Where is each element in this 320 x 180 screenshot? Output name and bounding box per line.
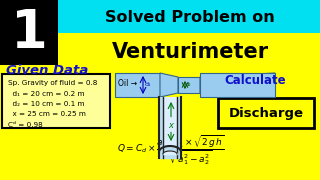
Bar <box>0 0 320 65</box>
Text: $Q = C_d \times \dfrac{a_2 \cdot a_1 \times \sqrt{2\,g\,h}}{\sqrt{a_1^2 - a_2^2}: $Q = C_d \times \dfrac{a_2 \cdot a_1 \ti… <box>117 133 225 167</box>
Text: x = 25 cm = 0.25 m: x = 25 cm = 0.25 m <box>8 111 86 118</box>
Text: Solved Problem on: Solved Problem on <box>105 10 275 26</box>
Bar <box>115 73 160 97</box>
Text: Calculate: Calculate <box>224 73 286 87</box>
Text: d₂ = 10 cm = 0.1 m: d₂ = 10 cm = 0.1 m <box>8 101 84 107</box>
Text: 1: 1 <box>11 7 47 59</box>
Text: Given Data: Given Data <box>6 64 88 78</box>
Text: Oil →: Oil → <box>118 80 137 89</box>
Text: x: x <box>169 121 173 130</box>
Text: d₁: d₁ <box>145 82 151 87</box>
Text: Sp. Gravity of fluid = 0.8: Sp. Gravity of fluid = 0.8 <box>8 80 97 86</box>
Bar <box>178 77 200 93</box>
FancyBboxPatch shape <box>2 74 110 128</box>
Polygon shape <box>200 73 275 97</box>
FancyBboxPatch shape <box>218 98 314 128</box>
Bar <box>163 97 177 154</box>
Text: d₂: d₂ <box>186 82 192 87</box>
Bar <box>0 0 320 33</box>
Text: Cᵈ = 0.98: Cᵈ = 0.98 <box>8 122 43 128</box>
Text: Venturimeter: Venturimeter <box>111 42 268 62</box>
Bar <box>159 97 181 158</box>
Polygon shape <box>160 73 178 97</box>
Bar <box>0 0 58 65</box>
Bar <box>200 73 275 97</box>
Text: d₁ = 20 cm = 0.2 m: d₁ = 20 cm = 0.2 m <box>8 91 84 96</box>
Bar <box>0 0 58 65</box>
Text: Discharge: Discharge <box>228 107 303 120</box>
Bar <box>0 33 320 65</box>
